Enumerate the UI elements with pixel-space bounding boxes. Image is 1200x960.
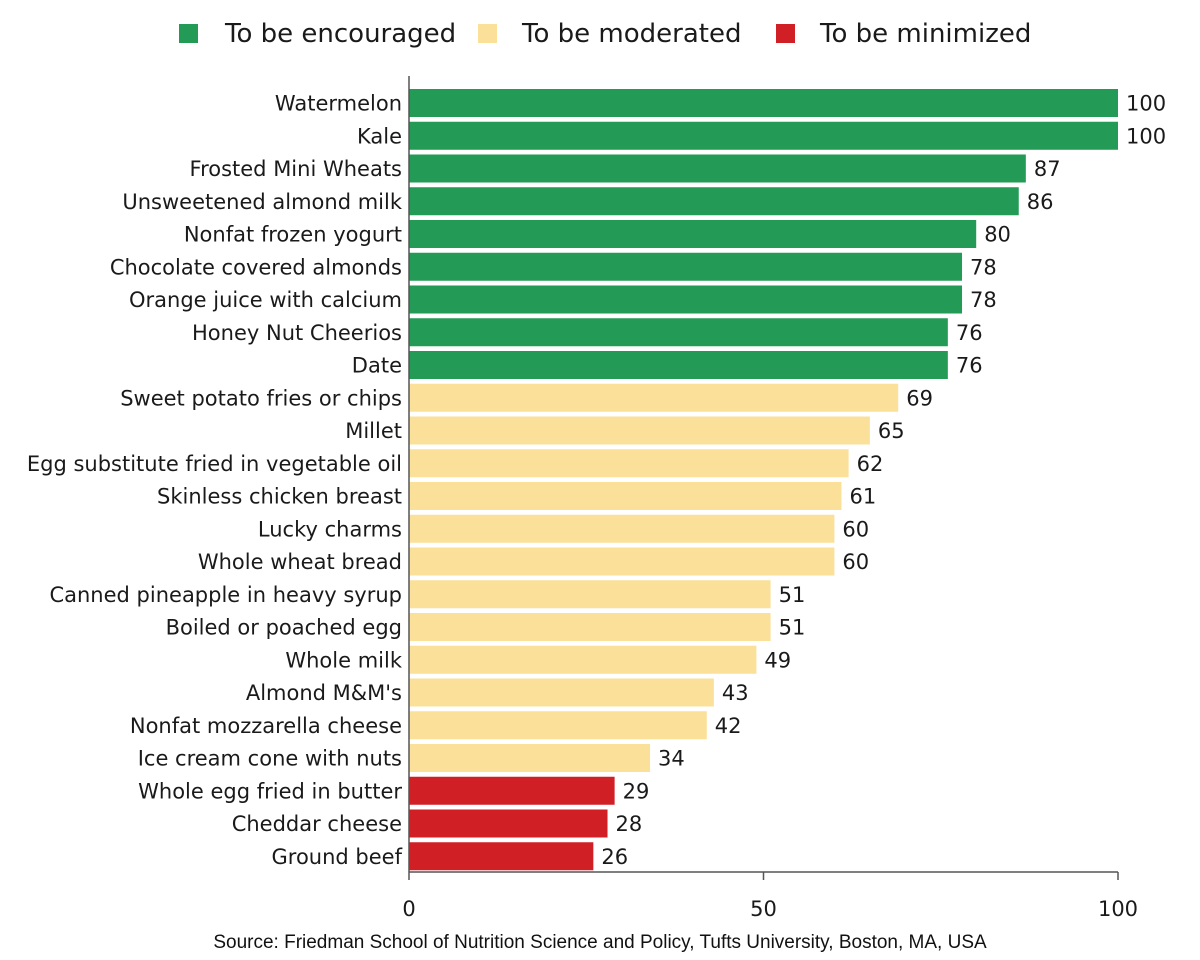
value-label: 69 xyxy=(906,386,933,410)
value-label: 80 xyxy=(984,223,1011,247)
bar xyxy=(409,89,1118,117)
category-label: Kale xyxy=(357,124,402,148)
category-label: Cheddar cheese xyxy=(232,812,402,836)
bar xyxy=(409,154,1026,183)
category-label: Date xyxy=(352,354,402,378)
value-label: 78 xyxy=(970,288,997,312)
value-label: 51 xyxy=(779,583,806,607)
bar xyxy=(409,744,651,772)
category-label: Frosted Mini Wheats xyxy=(190,157,402,181)
value-label: 78 xyxy=(970,255,997,279)
bar xyxy=(409,678,714,707)
value-label: 76 xyxy=(956,321,983,345)
x-tick-label: 0 xyxy=(402,897,415,921)
bar xyxy=(409,449,849,478)
value-label: 42 xyxy=(715,714,742,738)
bar xyxy=(409,318,948,347)
category-label: Egg substitute fried in vegetable oil xyxy=(27,452,402,476)
category-label: Canned pineapple in heavy syrup xyxy=(49,583,402,607)
bar xyxy=(409,514,835,543)
bar xyxy=(409,842,594,871)
value-label: 51 xyxy=(779,616,806,640)
x-tick-label: 100 xyxy=(1098,897,1138,921)
legend-label-moderated: To be moderated xyxy=(521,19,741,49)
bar xyxy=(409,482,842,510)
category-label: Chocolate covered almonds xyxy=(110,255,402,279)
value-label: 60 xyxy=(842,550,869,574)
legend: To be encouraged To be moderated To be min… xyxy=(179,19,1031,49)
bar xyxy=(409,285,963,314)
category-label: Whole milk xyxy=(285,648,402,672)
category-label: Unsweetened almond milk xyxy=(122,190,402,214)
category-label: Almond M&M's xyxy=(246,681,402,705)
category-label: Orange juice with calcium xyxy=(129,288,402,312)
legend-swatch-encouraged xyxy=(179,24,198,43)
value-label: 61 xyxy=(849,485,876,509)
bar xyxy=(409,613,771,641)
legend-swatch-minimized xyxy=(776,24,795,43)
bar xyxy=(409,187,1019,216)
bar xyxy=(409,351,948,379)
bar xyxy=(409,383,899,412)
category-label: Nonfat frozen yogurt xyxy=(184,223,402,247)
category-label: Watermelon xyxy=(275,92,402,116)
bars xyxy=(409,89,1118,871)
category-label: Nonfat mozzarella cheese xyxy=(130,714,402,738)
source-note: Source: Friedman School of Nutrition Sci… xyxy=(213,932,987,953)
category-label: Whole wheat bread xyxy=(198,550,402,574)
category-label: Ice cream cone with nuts xyxy=(138,747,402,771)
value-label: 76 xyxy=(956,354,983,378)
value-label: 65 xyxy=(878,419,905,443)
bar xyxy=(409,711,707,740)
legend-swatch-moderated xyxy=(478,24,497,43)
category-label: Sweet potato fries or chips xyxy=(120,386,402,410)
category-label: Whole egg fried in butter xyxy=(138,779,402,803)
bar xyxy=(409,809,608,838)
legend-label-encouraged: To be encouraged xyxy=(224,19,456,49)
category-label: Millet xyxy=(345,419,402,443)
bar xyxy=(409,220,977,248)
bar xyxy=(409,580,771,609)
category-label: Ground beef xyxy=(272,845,403,869)
bar xyxy=(409,416,870,445)
value-label: 60 xyxy=(842,517,869,541)
bar xyxy=(409,547,835,576)
value-label: 87 xyxy=(1034,157,1061,181)
bar xyxy=(409,645,757,674)
category-label: Lucky charms xyxy=(258,517,402,541)
category-labels: Watermelon Kale Frosted Mini Wheats Unsweet… xyxy=(27,92,403,869)
legend-label-minimized: To be minimized xyxy=(819,19,1031,49)
value-label: 100 xyxy=(1126,124,1166,148)
category-label: Skinless chicken breast xyxy=(157,485,402,509)
bar xyxy=(409,252,963,281)
x-axis-ticks: 0 50 100 xyxy=(402,872,1138,921)
value-label: 62 xyxy=(857,452,884,476)
bar xyxy=(409,121,1118,150)
value-label: 49 xyxy=(764,648,791,672)
value-label: 26 xyxy=(601,845,628,869)
category-label: Boiled or poached egg xyxy=(166,616,402,640)
value-label: 29 xyxy=(623,779,650,803)
category-label: Honey Nut Cheerios xyxy=(192,321,402,345)
value-label: 100 xyxy=(1126,92,1166,116)
bar xyxy=(409,776,615,805)
value-label: 86 xyxy=(1027,190,1054,214)
value-label: 34 xyxy=(658,747,685,771)
value-label: 28 xyxy=(616,812,643,836)
value-label: 43 xyxy=(722,681,749,705)
x-tick-label: 50 xyxy=(750,897,777,921)
